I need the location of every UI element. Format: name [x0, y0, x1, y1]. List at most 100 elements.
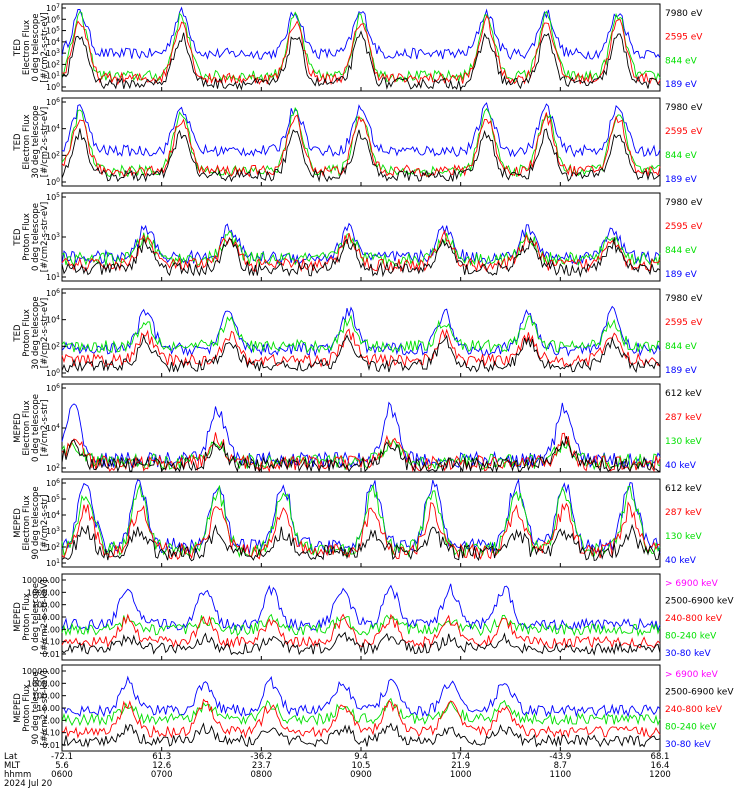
y-axis-label: MEPED Electron Flux 90 deg telescope [#/cm2…	[13, 486, 50, 559]
mlt-tick-label: 8.7	[554, 761, 568, 771]
y-tick-label: 106	[46, 383, 60, 393]
y-axis-label: TED Proton Flux 30 deg telescope [#/cm2-s-s…	[13, 296, 50, 369]
y-tick-label: 105	[46, 26, 60, 36]
y-axis-label-line: [#/cm2-s-str]	[40, 495, 50, 552]
y-tick-label: 10000.00	[22, 667, 60, 676]
y-tick-label: 10.00	[37, 613, 60, 622]
y-tick-label: 1.00	[42, 625, 60, 634]
y-tick-label: 1000.00	[27, 679, 60, 688]
y-tick-label: 100.00	[32, 601, 60, 610]
y-axis-label-line: TED	[13, 324, 23, 343]
legend-entry: 844 eV	[665, 342, 698, 352]
lat-tick-label: 9.4	[354, 752, 368, 762]
legend-entry: 287 keV	[665, 508, 702, 518]
y-tick-label: 103	[46, 48, 60, 58]
legend-entry: 130 keV	[665, 437, 702, 447]
y-axis-label-line: Electron Flux	[22, 400, 32, 455]
y-axis-label-line: [#/cm2-s-str-eV]	[40, 12, 50, 82]
time-tick-label: 0800	[251, 770, 273, 780]
y-tick-label: 106	[46, 288, 60, 298]
panel-5: MEPED Electron Flux 0 deg telescope [#/cm2-…	[13, 383, 661, 473]
legend-entry: 2595 eV	[665, 222, 703, 232]
y-tick-label: 104	[46, 37, 60, 47]
legend-entry: 189 eV	[665, 366, 698, 376]
y-axis-label-line: TED	[13, 228, 23, 247]
mlt-tick-label: 10.5	[352, 761, 371, 771]
y-axis-label: TED Electron Flux 30 deg telescope [#/cm2-s…	[13, 105, 50, 178]
trace-black	[61, 334, 661, 374]
y-tick-label: 106	[46, 14, 60, 24]
y-tick-label: 1000.00	[27, 588, 60, 597]
legend-entry: 240-800 keV	[665, 614, 723, 624]
y-tick-label: 1.00	[42, 716, 60, 725]
y-tick-label: 0.10	[42, 729, 60, 738]
y-tick-label: 101	[46, 558, 60, 568]
panel-frame	[61, 478, 661, 568]
y-axis-label-line: [#/cm2-s-str]	[40, 400, 50, 457]
legend-entry: 2595 eV	[665, 318, 703, 328]
lat-tick-label: -36.2	[250, 752, 272, 762]
y-axis-label-line: Proton Flux	[22, 213, 32, 261]
trace-green	[61, 314, 661, 354]
trace-blue	[61, 6, 661, 60]
legend-entry: 30-80 keV	[665, 649, 711, 659]
y-tick-label: 105	[46, 494, 60, 504]
mlt-tick-label: 23.7	[252, 761, 271, 771]
trace-black	[61, 523, 661, 562]
legend-entry: 40 keV	[665, 461, 697, 471]
y-tick-label: 107	[46, 3, 60, 13]
y-tick-label: 0.10	[42, 638, 60, 647]
y-axis-label-line: 30 deg telescope	[31, 296, 41, 369]
trace-black	[61, 631, 661, 656]
y-axis-label-line: Proton Flux	[22, 593, 32, 641]
panel-frame	[61, 288, 661, 378]
panel-1: TED Electron Flux 0 deg telescope [#/cm2-s-…	[13, 3, 661, 92]
y-tick-label: 0.01	[42, 650, 60, 659]
y-axis-label-line: Electron Flux	[22, 495, 32, 550]
y-tick-label: 103	[46, 526, 60, 536]
y-axis-label: MEPED Electron Flux 0 deg telescope [#/cm2-…	[13, 394, 50, 462]
y-axis-label-line: [#/cm2-s-str-eV]	[40, 298, 50, 368]
legend-entry: 7980 eV	[665, 103, 703, 113]
y-axis-label-line: Proton Flux	[22, 684, 32, 732]
y-axis-label-line: [#/cm2-s-str-keV]	[40, 580, 50, 655]
y-axis-label-line: 0 deg telescope	[31, 394, 41, 462]
legend-entry: 612 keV	[665, 389, 702, 399]
legend-entry: 80-240 keV	[665, 632, 717, 642]
y-axis-label-line: Electron Flux	[22, 20, 32, 75]
time-tick-label: 0600	[51, 770, 73, 780]
y-axis-label: TED Proton Flux 0 deg telescope [#/cm2-s-st…	[13, 202, 50, 272]
y-tick-label: 100.00	[32, 692, 60, 701]
panel-7: MEPED Proton Flux 0 deg telescope [#/cm2-s-…	[13, 573, 661, 661]
legend-entry: 189 eV	[665, 270, 698, 280]
y-tick-label: 104	[46, 510, 60, 520]
axis-row-label-hhmm: hhmm	[4, 770, 31, 780]
lat-tick-label: 17.4	[451, 752, 470, 762]
y-axis-label-line: MEPED	[13, 602, 23, 632]
date-label: 2024 Jul 20	[4, 779, 52, 789]
trace-red	[61, 432, 661, 473]
panel-8: MEPED Proton Flux 90 deg telescope [#/cm2-s…	[13, 664, 661, 752]
y-axis-label-line: 30 deg telescope	[31, 105, 41, 178]
y-axis-label-line: MEPED	[13, 413, 23, 443]
trace-blue	[61, 102, 661, 158]
y-axis-label: MEPED Proton Flux 90 deg telescope [#/cm2-s…	[13, 671, 50, 746]
y-tick-label: 10.00	[37, 704, 60, 713]
legend-entry: 189 eV	[665, 175, 698, 185]
trace-red	[61, 613, 661, 649]
legend-entry: 2500-6900 keV	[665, 597, 734, 607]
y-axis-label-line: 90 deg telescope	[31, 671, 41, 744]
panel-2: TED Electron Flux 30 deg telescope [#/cm2-s…	[13, 97, 661, 187]
y-tick-label: 104	[46, 124, 60, 134]
lat-tick-label: -43.9	[549, 752, 571, 762]
time-tick-label: 0900	[350, 770, 372, 780]
lat-tick-label: 68.1	[651, 752, 670, 762]
trace-green	[61, 439, 661, 471]
panel-frame	[61, 383, 661, 473]
trace-green	[61, 613, 661, 637]
y-tick-label: 102	[46, 341, 60, 351]
trace-blue	[61, 583, 661, 632]
legend-entry: 2500-6900 keV	[665, 688, 734, 698]
y-axis-label-line: 90 deg telescope	[31, 486, 41, 559]
panel-3: TED Proton Flux 0 deg telescope [#/cm2-s-st…	[13, 192, 661, 282]
